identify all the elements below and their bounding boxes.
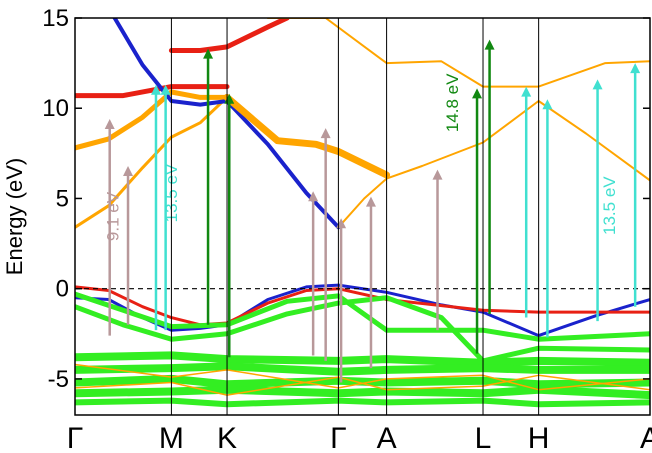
transition-arrow-head xyxy=(592,79,603,90)
transition-arrows xyxy=(104,39,641,383)
band-line-12 xyxy=(75,351,650,367)
plot-frame xyxy=(74,17,651,416)
bands-layer xyxy=(75,18,650,408)
band-line-16 xyxy=(75,397,650,408)
transition-arrow-head xyxy=(320,128,331,139)
transition-arrow-head xyxy=(123,165,134,176)
kpoint-label: H xyxy=(528,422,550,453)
band-line-11 xyxy=(75,295,650,364)
transition-arrow-head xyxy=(365,196,376,207)
y-tick-label: 10 xyxy=(42,95,69,122)
y-tick-label: 5 xyxy=(56,185,69,212)
band-line-5 xyxy=(223,93,391,179)
band-line-7 xyxy=(266,18,650,88)
y-axis-label: Energy (eV) xyxy=(2,158,27,275)
band-line-3 xyxy=(168,18,290,53)
kpoint-label: Γ xyxy=(330,422,347,453)
y-tick-label: 0 xyxy=(56,276,69,303)
band-line-2 xyxy=(75,84,230,99)
kpoint-label: A xyxy=(640,422,652,453)
transition-arrow-head xyxy=(160,84,171,95)
plot-border xyxy=(74,17,651,416)
band-line-6 xyxy=(337,100,650,229)
transition-arrow-head xyxy=(630,63,641,74)
transition-energy-label: 14.8 eV xyxy=(443,73,462,132)
band-line-9 xyxy=(75,285,650,327)
band-line-4 xyxy=(112,18,341,230)
transition-arrow-head xyxy=(104,119,115,130)
transition-energy-label: 13.5 eV xyxy=(600,176,619,235)
band-line-14 xyxy=(75,374,650,389)
transition-arrow-head xyxy=(432,169,443,180)
transition-energy-label: 9.1 eV xyxy=(103,191,122,241)
transition-arrow-head xyxy=(203,48,214,59)
transition-arrow-head xyxy=(521,86,532,97)
y-tick-label: 15 xyxy=(42,5,69,32)
transition-arrow-head xyxy=(542,99,553,110)
band-line-0 xyxy=(75,95,229,229)
kpoint-label: L xyxy=(475,422,492,453)
kpoint-label: K xyxy=(217,422,237,453)
band-line-18 xyxy=(75,374,650,396)
kpoint-label: A xyxy=(377,422,397,453)
kpoint-label: Γ xyxy=(67,422,84,453)
band-line-13 xyxy=(75,362,650,376)
kpoint-label: M xyxy=(159,422,184,453)
band-line-15 xyxy=(75,385,650,400)
y-tick-label: -5 xyxy=(48,366,69,393)
transition-arrow-head xyxy=(484,39,495,50)
transition-arrow-head xyxy=(150,84,161,95)
y-axis-ticks: -5 0 5 10 15 xyxy=(42,5,650,393)
transition-arrow-head xyxy=(308,191,319,202)
transition-arrow-head xyxy=(472,88,483,99)
